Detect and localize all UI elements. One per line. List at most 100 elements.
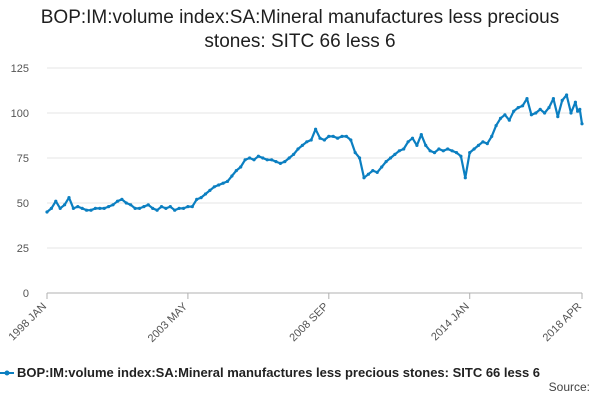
data-point — [490, 134, 494, 138]
data-point — [498, 116, 503, 120]
x-tick-label: 1998 JAN — [6, 301, 49, 344]
data-point — [450, 149, 454, 153]
data-point — [437, 147, 441, 151]
data-point — [538, 107, 542, 111]
data-point — [177, 206, 181, 210]
data-point — [327, 134, 331, 138]
data-point — [58, 206, 62, 210]
chart-title-line-2: stones: SITC 66 less 6 — [204, 31, 396, 52]
data-point — [485, 142, 489, 146]
data-point — [80, 206, 84, 210]
data-point — [472, 147, 476, 151]
x-tick-label: 2003 MAY — [146, 300, 191, 345]
data-point — [212, 185, 216, 189]
data-point — [199, 196, 203, 200]
data-point — [296, 147, 300, 151]
data-point — [234, 169, 238, 173]
data-point — [248, 156, 252, 160]
data-point — [129, 203, 133, 207]
data-point — [217, 183, 221, 187]
data-point — [164, 206, 168, 210]
data-point — [454, 151, 459, 155]
data-point — [76, 205, 80, 209]
data-point — [186, 205, 190, 209]
series-layer — [45, 93, 584, 214]
data-point — [569, 111, 573, 115]
data-point — [309, 138, 313, 142]
data-point — [340, 134, 344, 138]
y-tick-label: 75 — [17, 153, 29, 165]
x-tick-label: 2014 JAN — [429, 301, 472, 344]
data-point — [243, 158, 247, 162]
data-point — [384, 160, 388, 164]
source-note: Source: — [548, 380, 590, 394]
data-point — [576, 109, 580, 113]
data-point — [181, 206, 186, 210]
data-point — [142, 205, 146, 209]
data-point — [560, 98, 564, 102]
y-tick-label: 0 — [23, 288, 29, 300]
data-point — [547, 106, 551, 110]
data-point — [98, 206, 102, 210]
data-point — [349, 138, 353, 142]
data-point — [534, 111, 538, 115]
data-point — [578, 107, 582, 111]
data-point — [252, 158, 256, 162]
data-point — [336, 136, 340, 140]
data-point — [111, 203, 115, 207]
data-point — [353, 151, 357, 155]
data-point — [331, 134, 335, 138]
data-point — [151, 206, 155, 210]
data-point — [565, 93, 569, 97]
data-point — [516, 106, 520, 110]
data-point — [305, 140, 309, 144]
data-point — [459, 154, 463, 158]
data-point — [256, 154, 260, 158]
data-point — [529, 113, 534, 117]
data-point — [441, 149, 445, 153]
data-point — [573, 100, 578, 104]
data-point — [208, 188, 212, 192]
data-point — [93, 206, 97, 210]
data-point — [393, 152, 397, 156]
data-point — [318, 136, 322, 140]
data-point — [415, 143, 419, 147]
data-point — [49, 206, 54, 210]
chart-title: BOP:IM:volume index:SA:Mineral manufactu… — [0, 6, 600, 54]
data-point — [525, 97, 529, 101]
data-point — [512, 109, 516, 113]
data-point — [292, 152, 296, 156]
data-point — [265, 158, 269, 162]
data-point — [406, 140, 410, 144]
data-point — [366, 172, 370, 176]
data-point — [476, 143, 481, 147]
data-point — [300, 143, 304, 147]
data-point — [54, 199, 58, 203]
data-point — [507, 118, 511, 122]
data-point — [494, 124, 498, 128]
data-point — [521, 104, 525, 108]
data-point — [283, 160, 287, 164]
data-point — [446, 147, 450, 151]
axes: 0 25 50 75 100 125 1998 JAN 2003 MAY 2008 SEP 201… — [6, 63, 584, 345]
chart-title-line-1: BOP:IM:volume index:SA:Mineral manufactu… — [40, 7, 560, 28]
data-point — [322, 138, 326, 142]
legend-label: BOP:IM:volume index:SA:Mineral manufactu… — [17, 365, 541, 380]
data-point — [124, 201, 128, 205]
data-point — [45, 210, 49, 214]
legend[interactable]: BOP:IM:volume index:SA:Mineral manufactu… — [0, 364, 600, 382]
data-point — [410, 136, 415, 140]
data-point — [468, 151, 472, 155]
data-point — [225, 179, 230, 183]
data-point — [419, 133, 423, 137]
data-point — [146, 203, 150, 207]
data-point — [432, 151, 437, 155]
data-point — [107, 205, 111, 209]
x-tick-label: 2018 APR — [541, 301, 585, 345]
data-point — [168, 205, 172, 209]
data-point — [120, 197, 124, 201]
data-point — [397, 149, 401, 153]
data-point — [173, 208, 177, 212]
data-point — [428, 149, 432, 153]
y-tick-label: 50 — [17, 198, 29, 210]
